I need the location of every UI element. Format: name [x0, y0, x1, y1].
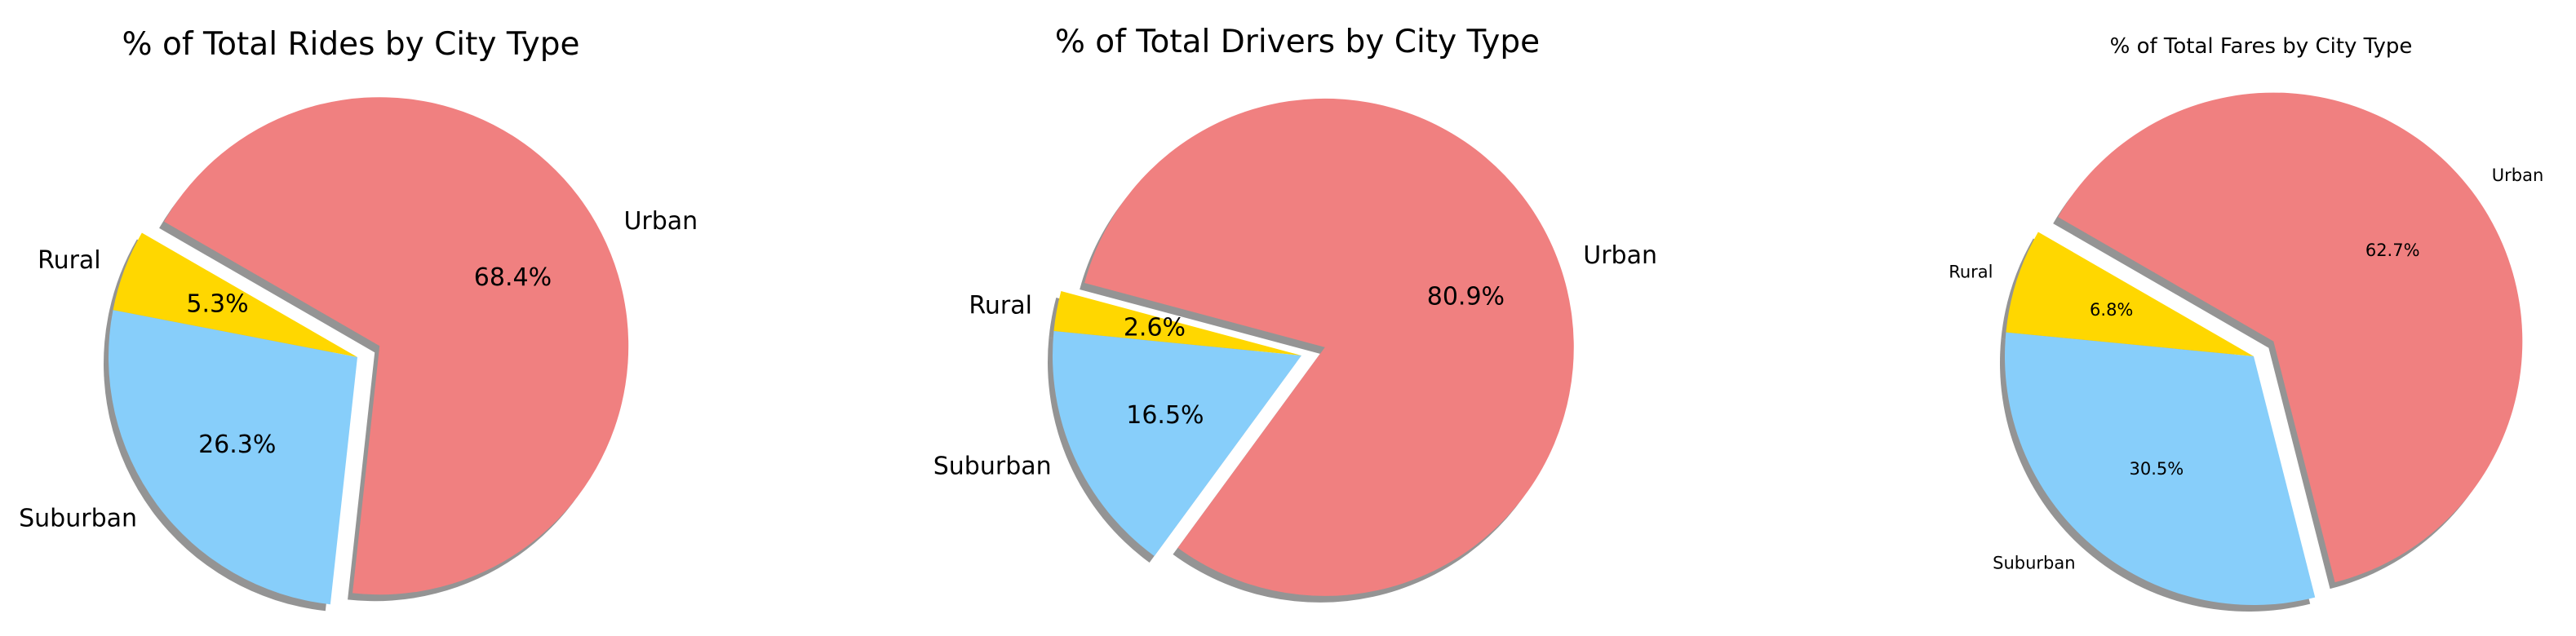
rides-rural-percent-label: 5.3%: [186, 290, 248, 319]
fares-pie-chart: % of Total Fares by City Type 6.8% Rural 3…: [1949, 34, 2543, 612]
fares-rural-category-label: Rural: [1949, 263, 1993, 282]
fares-rural-percent-label: 6.8%: [2090, 300, 2133, 320]
fares-pie-wedges: [1999, 92, 2523, 612]
drivers-suburban-wedge: [1053, 331, 1301, 556]
rides-urban-wedge: [164, 97, 629, 595]
drivers-pie-wedges: [1048, 98, 1574, 603]
rides-pie-chart: % of Total Rides by City Type 5.3% Rural 2…: [19, 26, 698, 612]
rides-pie-wedges: [103, 97, 629, 612]
drivers-rural-category-label: Rural: [969, 291, 1032, 320]
fares-suburban-percent-label: 30.5%: [2130, 459, 2184, 479]
fares-suburban-wedge: [2005, 332, 2316, 605]
drivers-pie-chart: % of Total Drivers by City Type 2.6% Rura…: [933, 24, 1657, 603]
drivers-rural-wedge: [1053, 291, 1301, 356]
fares-suburban-category-label: Suburban: [1993, 554, 2075, 573]
fares-rural-wedge: [2006, 232, 2254, 356]
drivers-suburban-category-label: Suburban: [933, 452, 1052, 480]
rides-urban-category-label: Urban: [623, 207, 698, 236]
rides-chart-title: % of Total Rides by City Type: [122, 26, 580, 63]
drivers-rural-percent-label: 2.6%: [1124, 314, 1186, 342]
drivers-urban-category-label: Urban: [1583, 241, 1657, 270]
drivers-chart-title: % of Total Drivers by City Type: [1055, 24, 1540, 60]
rides-suburban-wedge: [108, 310, 357, 605]
drivers-urban-percent-label: 80.9%: [1427, 283, 1505, 311]
rides-rural-category-label: Rural: [38, 246, 101, 275]
fares-urban-category-label: Urban: [2492, 166, 2544, 185]
drivers-urban-wedge: [1084, 98, 1574, 596]
fares-urban-wedge: [2058, 92, 2523, 583]
rides-suburban-category-label: Suburban: [19, 505, 137, 533]
rides-rural-wedge: [113, 232, 357, 357]
rides-suburban-percent-label: 26.3%: [198, 431, 276, 459]
fares-urban-percent-label: 62.7%: [2365, 241, 2420, 260]
fares-chart-title: % of Total Fares by City Type: [2110, 34, 2413, 59]
rides-urban-percent-label: 68.4%: [474, 263, 552, 292]
drivers-suburban-percent-label: 16.5%: [1126, 401, 1204, 430]
